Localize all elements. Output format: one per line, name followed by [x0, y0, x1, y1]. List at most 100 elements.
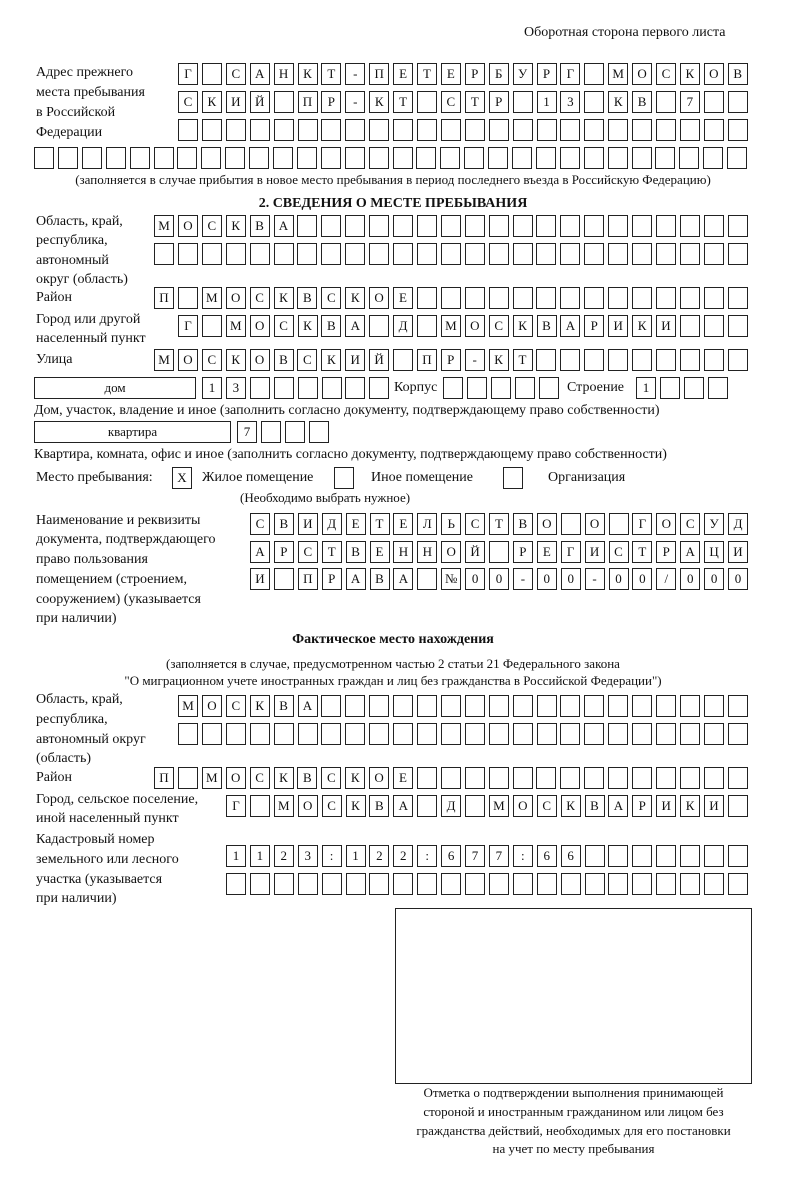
char-cell[interactable]: [727, 767, 748, 789]
char-cell[interactable]: -: [512, 568, 533, 590]
char-cell[interactable]: Д: [728, 513, 748, 535]
char-cell[interactable]: [656, 695, 676, 717]
char-cell[interactable]: В: [536, 315, 557, 337]
char-cell[interactable]: Д: [393, 315, 414, 337]
char-cell[interactable]: 3: [297, 845, 318, 867]
char-cell[interactable]: Г: [178, 315, 198, 337]
char-cell[interactable]: Г: [560, 63, 581, 85]
char-cell[interactable]: [727, 91, 748, 113]
char-cell[interactable]: [727, 215, 748, 237]
char-cell[interactable]: [81, 147, 102, 169]
char-cell[interactable]: Г: [560, 541, 581, 563]
char-cell[interactable]: К: [273, 287, 294, 309]
char-cell[interactable]: [560, 695, 581, 717]
char-cell[interactable]: [177, 243, 198, 265]
char-cell[interactable]: Е: [536, 541, 557, 563]
char-cell[interactable]: [703, 147, 724, 169]
char-cell[interactable]: Р: [656, 541, 677, 563]
char-cell[interactable]: [465, 795, 485, 817]
char-cell[interactable]: [417, 873, 438, 895]
char-cell[interactable]: [512, 215, 533, 237]
char-cell[interactable]: [225, 723, 246, 745]
char-cell[interactable]: [321, 215, 342, 237]
char-cell[interactable]: К: [321, 349, 342, 371]
char-cell[interactable]: [488, 695, 509, 717]
char-cell[interactable]: [153, 147, 174, 169]
char-cell[interactable]: [584, 91, 605, 113]
char-cell[interactable]: 6: [560, 845, 581, 867]
char-cell[interactable]: В: [297, 767, 318, 789]
char-cell[interactable]: [178, 119, 198, 141]
char-cell[interactable]: [656, 873, 677, 895]
char-cell[interactable]: А: [273, 215, 294, 237]
char-cell[interactable]: [273, 119, 294, 141]
char-cell[interactable]: [655, 349, 676, 371]
char-cell[interactable]: О: [656, 513, 677, 535]
char-cell[interactable]: 1: [202, 377, 222, 399]
char-cell[interactable]: [536, 695, 557, 717]
char-cell[interactable]: [584, 767, 605, 789]
char-cell[interactable]: К: [345, 795, 366, 817]
char-cell[interactable]: С: [273, 315, 294, 337]
char-cell[interactable]: В: [321, 315, 342, 337]
char-cell[interactable]: [345, 723, 366, 745]
char-cell[interactable]: [345, 377, 366, 399]
char-cell[interactable]: [512, 723, 533, 745]
char-cell[interactable]: [584, 349, 605, 371]
char-cell[interactable]: [273, 723, 294, 745]
char-cell[interactable]: [201, 63, 222, 85]
char-cell[interactable]: [297, 723, 318, 745]
char-cell[interactable]: А: [608, 795, 629, 817]
char-cell[interactable]: [249, 243, 270, 265]
char-cell[interactable]: 6: [536, 845, 557, 867]
char-cell[interactable]: [321, 695, 342, 717]
char-cell[interactable]: [260, 421, 281, 443]
char-cell[interactable]: Е: [393, 63, 414, 85]
char-cell[interactable]: Е: [393, 513, 414, 535]
char-cell[interactable]: С: [249, 767, 270, 789]
char-cell[interactable]: [201, 119, 222, 141]
char-cell[interactable]: -: [345, 91, 366, 113]
char-cell[interactable]: [608, 723, 629, 745]
apartment-type-field[interactable]: квартира: [34, 421, 231, 443]
char-cell[interactable]: [345, 243, 366, 265]
char-cell[interactable]: 7: [679, 91, 700, 113]
char-cell[interactable]: /: [656, 568, 677, 590]
char-cell[interactable]: [536, 873, 557, 895]
char-cell[interactable]: О: [464, 315, 485, 337]
char-cell[interactable]: [226, 873, 246, 895]
char-cell[interactable]: [512, 147, 532, 169]
char-cell[interactable]: М: [440, 315, 461, 337]
char-cell[interactable]: [727, 795, 748, 817]
char-cell[interactable]: [536, 287, 557, 309]
char-cell[interactable]: [464, 147, 485, 169]
char-cell[interactable]: [535, 147, 556, 169]
char-cell[interactable]: [727, 119, 748, 141]
char-cell[interactable]: К: [632, 315, 653, 337]
char-cell[interactable]: [464, 767, 485, 789]
char-cell[interactable]: П: [416, 349, 437, 371]
char-cell[interactable]: О: [249, 315, 270, 337]
char-cell[interactable]: О: [249, 349, 270, 371]
char-cell[interactable]: С: [488, 315, 509, 337]
char-cell[interactable]: [707, 377, 728, 399]
stay-place-residential-checkbox[interactable]: X: [172, 467, 192, 489]
char-cell[interactable]: [440, 723, 461, 745]
char-cell[interactable]: К: [225, 215, 246, 237]
char-cell[interactable]: [249, 873, 270, 895]
char-cell[interactable]: [308, 421, 329, 443]
char-cell[interactable]: [703, 315, 724, 337]
char-cell[interactable]: [536, 723, 557, 745]
char-cell[interactable]: И: [297, 513, 318, 535]
char-cell[interactable]: Р: [632, 795, 653, 817]
char-cell[interactable]: [560, 873, 581, 895]
char-cell[interactable]: [369, 243, 390, 265]
char-cell[interactable]: [536, 243, 557, 265]
stay-place-other-checkbox[interactable]: [334, 467, 354, 489]
char-cell[interactable]: П: [369, 63, 390, 85]
char-cell[interactable]: [154, 243, 174, 265]
char-cell[interactable]: [225, 147, 246, 169]
char-cell[interactable]: С: [178, 91, 198, 113]
char-cell[interactable]: Й: [249, 91, 270, 113]
char-cell[interactable]: С: [297, 349, 318, 371]
